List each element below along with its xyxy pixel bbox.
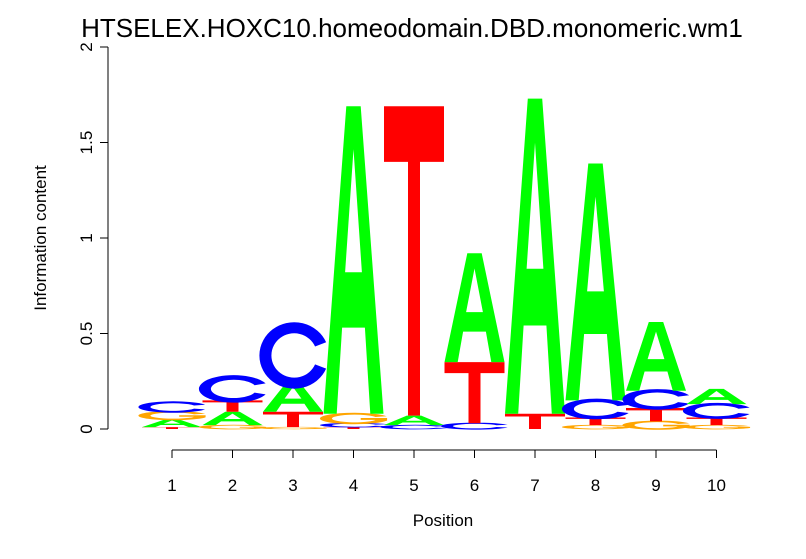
y-tick-label: 1 — [77, 233, 96, 242]
y-tick-label: 2 — [77, 42, 96, 51]
x-axis: 1 2 3 4 5 6 7 8 9 10 — [167, 449, 726, 495]
x-tick-label: 6 — [470, 476, 479, 495]
letter-g-mark — [199, 424, 267, 430]
letter-t-mark — [323, 427, 384, 429]
x-tick-label: 2 — [228, 476, 237, 495]
stack-position-6 — [440, 253, 508, 430]
x-tick-label: 9 — [651, 476, 660, 495]
stack-position-10 — [683, 388, 751, 430]
letter-t-mark — [142, 427, 202, 429]
letter-c-mark — [562, 398, 629, 420]
stack-position-3 — [259, 322, 327, 430]
letter-t-mark — [202, 400, 263, 412]
x-tick-label: 1 — [167, 476, 176, 495]
stack-position-8 — [562, 163, 630, 430]
letter-g-mark — [259, 426, 327, 430]
letter-g-mark — [138, 411, 206, 421]
letter-a-mark — [505, 98, 565, 414]
stack-position-5 — [380, 106, 448, 430]
letter-g-mark — [622, 420, 690, 430]
stack-position-9 — [622, 322, 690, 430]
stack-position-1 — [138, 401, 206, 429]
x-tick-label: 7 — [530, 476, 539, 495]
chart-title: HTSELEX.HOXC10.homeodomain.DBD.monomeric… — [81, 13, 743, 43]
y-tick-label: 1.5 — [77, 131, 96, 155]
x-tick-label: 10 — [707, 476, 726, 495]
letter-c-mark — [622, 389, 690, 410]
letter-g-mark — [683, 424, 751, 430]
letter-g-mark — [320, 412, 388, 425]
y-axis: 0 0.5 1 1.5 2 — [77, 42, 109, 434]
letter-c-mark — [440, 422, 508, 430]
letter-a-mark — [263, 383, 323, 412]
letter-t-mark — [626, 407, 686, 422]
x-tick-label: 8 — [591, 476, 600, 495]
x-tick-label: 3 — [288, 476, 297, 495]
letter-t-mark — [686, 417, 747, 426]
letter-a-mark — [444, 253, 505, 363]
letter-a-mark — [626, 322, 686, 391]
y-axis-title: Information content — [31, 165, 50, 311]
stack-position-2 — [199, 375, 267, 430]
x-tick-label: 5 — [409, 476, 418, 495]
letter-a-mark — [686, 388, 747, 405]
letter-g-mark — [562, 424, 630, 430]
letter-t-mark — [263, 411, 323, 428]
letter-c-mark — [683, 402, 750, 419]
letter-a-mark — [384, 415, 444, 426]
x-tick-label: 4 — [349, 476, 358, 495]
stack-position-7 — [505, 98, 565, 429]
letter-c-mark — [199, 375, 266, 403]
letter-t-mark — [444, 362, 505, 424]
y-tick-label: 0.5 — [77, 322, 96, 346]
letter-c-mark — [380, 424, 448, 430]
letter-t-mark — [505, 413, 565, 429]
y-tick-label: 0 — [77, 424, 96, 433]
x-axis-title: Position — [413, 511, 473, 530]
letter-c-mark — [138, 401, 206, 413]
letter-a-mark — [202, 411, 263, 426]
letter-t-mark — [384, 106, 444, 416]
letter-a-mark — [323, 106, 384, 414]
letter-c-mark — [259, 322, 327, 389]
letter-a-mark — [565, 163, 626, 401]
letter-t-mark — [565, 417, 626, 426]
letter-a-mark — [142, 419, 202, 428]
stack-position-4 — [320, 106, 388, 429]
letter-stacks — [138, 98, 751, 430]
